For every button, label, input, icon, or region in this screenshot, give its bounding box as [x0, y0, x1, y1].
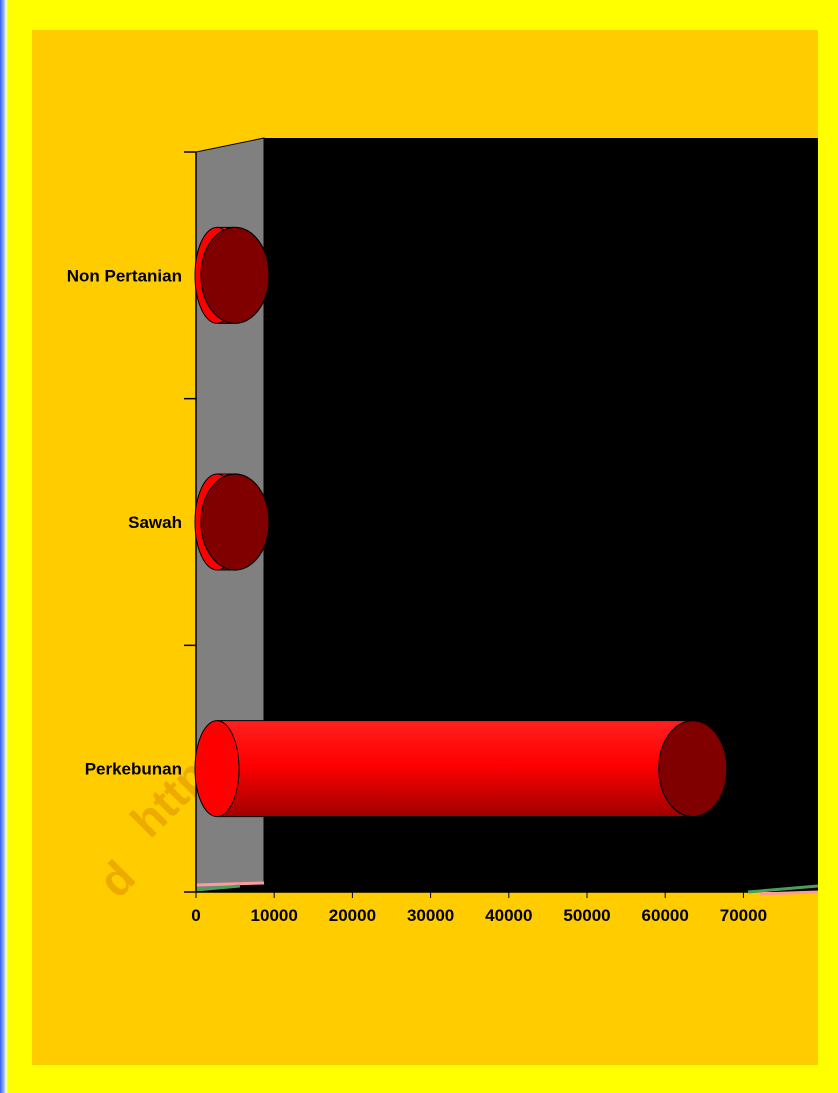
x-tick-label: 60000	[642, 906, 689, 925]
plot-back-wall	[264, 138, 818, 882]
bar	[217, 720, 693, 817]
bar-base	[194, 720, 240, 818]
floor-edge-right-pink	[759, 890, 819, 896]
watermark-text-2: d	[88, 850, 145, 907]
bar-cap	[200, 226, 270, 324]
x-tick-label: 40000	[485, 906, 532, 925]
bar-group	[194, 473, 270, 571]
tick-layer	[184, 151, 744, 898]
floor-edge-left	[195, 881, 265, 887]
bar-cap	[658, 720, 728, 818]
x-tick-label: 30000	[407, 906, 454, 925]
x-tick-labels: 0 10000 20000 30000 40000 50000 60000 70000	[191, 906, 767, 925]
watermark-2: d	[88, 850, 145, 907]
plot-floor	[196, 882, 818, 892]
x-tick-label: 10000	[251, 906, 298, 925]
bar-group	[194, 720, 728, 818]
x-tick-label: 50000	[563, 906, 610, 925]
category-label: Perkebunan	[85, 760, 182, 779]
category-label: Non Pertanian	[67, 266, 182, 285]
floor-edge-right-green	[747, 884, 819, 894]
bars-layer	[194, 226, 728, 818]
bar-cap	[200, 473, 270, 571]
x-tick-label: 70000	[720, 906, 767, 925]
category-labels: Non Pertanian Sawah Perkebunan	[67, 266, 182, 778]
floor-edge-left-green	[195, 884, 241, 892]
x-tick-label: 0	[191, 906, 200, 925]
category-label: Sawah	[128, 513, 182, 532]
x-tick-label: 20000	[329, 906, 376, 925]
bar-group	[194, 226, 270, 324]
